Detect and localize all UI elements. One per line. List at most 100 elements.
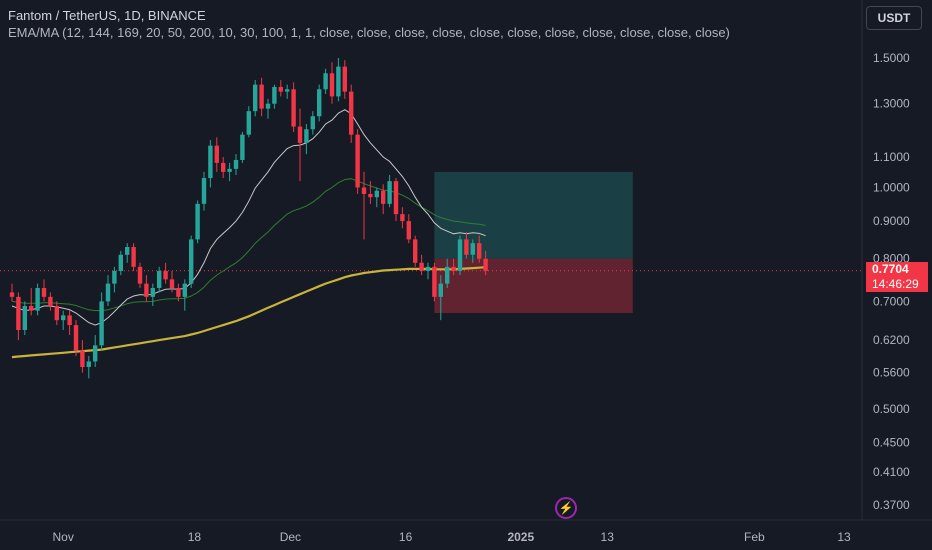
candle-body [317, 89, 322, 117]
candle-body [413, 239, 418, 263]
candle-body [99, 301, 104, 346]
candle [163, 262, 168, 284]
candle [413, 235, 418, 267]
candle-body [67, 315, 72, 326]
candle-body [349, 91, 354, 135]
candle [61, 310, 66, 331]
candle-body [451, 266, 456, 271]
candle-body [233, 159, 239, 169]
candle-body [432, 266, 437, 297]
candle [9, 283, 15, 302]
candle-body [73, 325, 79, 351]
candle-body [41, 287, 47, 297]
currency-button[interactable]: USDT [866, 6, 922, 30]
candle [477, 235, 482, 263]
candle-body [131, 246, 136, 267]
candle [118, 250, 123, 276]
candle-body [144, 283, 149, 297]
candle [406, 214, 411, 244]
candle [432, 262, 437, 302]
candle [157, 266, 162, 293]
candle-body [61, 315, 66, 321]
candle [125, 243, 130, 263]
candle [240, 131, 245, 163]
candle-body [445, 266, 450, 284]
candle [144, 275, 149, 302]
candle-body [54, 305, 59, 321]
price-tick-label: 0.3700 [873, 498, 910, 512]
candle [93, 335, 98, 367]
candle-body [259, 84, 264, 109]
candle [342, 60, 347, 99]
price-tick-label: 0.5600 [873, 366, 910, 380]
candle-body [253, 84, 258, 112]
candle [80, 340, 85, 373]
candle [227, 162, 232, 182]
candle-body [93, 345, 98, 362]
candle [73, 320, 79, 356]
candle [470, 239, 475, 263]
candle [112, 266, 117, 293]
candle-body [355, 134, 360, 188]
ema-white-line [11, 109, 486, 326]
candle [16, 292, 21, 341]
candle-body [393, 181, 399, 215]
price-tick-label: 0.4100 [873, 465, 910, 479]
candle [169, 270, 175, 293]
candle-body [208, 145, 213, 179]
candle [445, 258, 450, 288]
candle-body [125, 246, 130, 255]
candle-body [182, 283, 187, 297]
indicator-lines [0, 109, 862, 359]
candle [451, 258, 456, 276]
candle-body [9, 292, 15, 297]
candle-body [336, 66, 341, 97]
candle [329, 62, 335, 104]
candle [317, 84, 322, 122]
candle [457, 235, 463, 276]
candle-body [176, 287, 181, 297]
candle [374, 187, 379, 208]
candle-body [368, 193, 373, 198]
candle [419, 254, 424, 276]
candle [86, 355, 91, 379]
candle-body [118, 254, 123, 271]
candle-body [329, 73, 335, 97]
candle [99, 292, 104, 351]
symbol-title[interactable]: Fantom / TetherUS, 1D, BINANCE [8, 8, 206, 23]
candle [425, 262, 431, 280]
indicator-legend[interactable]: EMA/MA (12, 144, 169, 20, 50, 200, 10, 3… [8, 25, 730, 40]
candle [361, 171, 367, 240]
candle-body [323, 73, 328, 90]
candle-body [304, 129, 309, 143]
candle [336, 58, 341, 102]
candles [9, 58, 488, 379]
time-axis[interactable]: Nov 18 Dec 16 2025 13 Feb 13 [53, 530, 851, 544]
time-tick-label: 13 [837, 530, 851, 544]
candle-body [272, 86, 277, 104]
candle-body [157, 270, 162, 288]
candle [265, 98, 271, 119]
time-tick-label: Feb [744, 530, 765, 544]
candle [368, 181, 373, 204]
candle-body [86, 361, 91, 367]
candle-body [35, 287, 40, 311]
candle-body [457, 239, 463, 271]
candle-body [201, 178, 207, 204]
candle [400, 207, 405, 229]
candle-body [105, 283, 111, 302]
candle [464, 231, 469, 259]
price-tick-label: 0.4500 [873, 435, 910, 449]
candle-body [163, 270, 168, 280]
candle [48, 292, 53, 311]
position-tool[interactable] [434, 171, 633, 314]
flash-icon[interactable]: ⚡ [555, 497, 577, 519]
time-tick-label: 16 [399, 530, 413, 544]
candle [297, 108, 303, 182]
candle [214, 137, 219, 172]
candle-body [438, 283, 443, 297]
candle-body [477, 243, 482, 259]
price-tick-label: 0.6200 [873, 333, 910, 347]
candle-body [240, 134, 245, 160]
